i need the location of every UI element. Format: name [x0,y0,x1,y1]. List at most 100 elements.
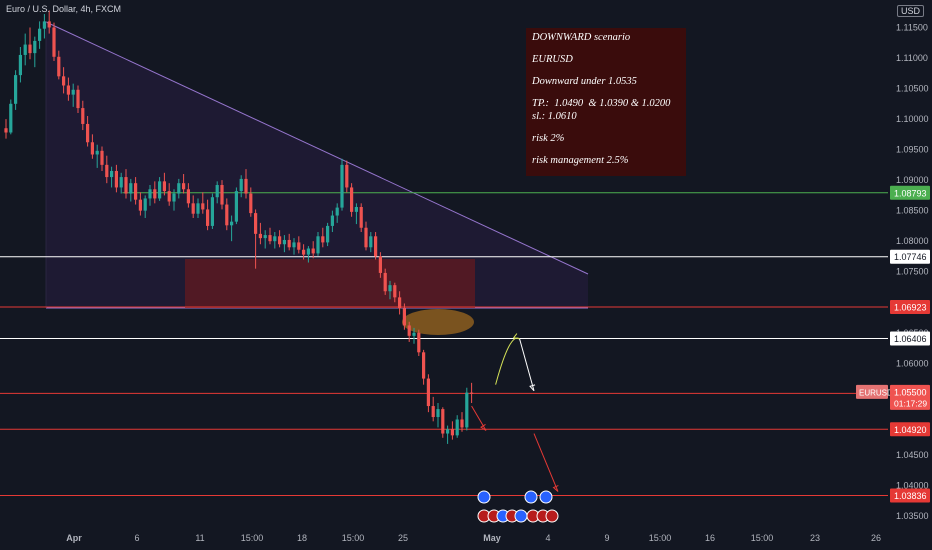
candle-body [134,183,138,200]
candle-body [172,193,176,202]
candle-body [57,56,61,77]
resistance-zone[interactable] [185,259,475,308]
arrow-head [512,333,520,340]
time-tick-label: 25 [398,533,408,543]
price-label-box [890,185,930,200]
scenario-arrow[interactable] [471,405,487,431]
candle-body [71,89,75,95]
candle-body [398,297,402,309]
candle-body [249,193,253,214]
candle-body [436,409,440,418]
symbol-tag-label: EURUSD [859,388,893,397]
candle-body [268,235,272,242]
price-tick-label: 1.11500 [896,22,928,32]
candle-body [177,183,181,194]
candle-body [14,75,18,104]
candle-body [393,285,397,298]
price-tick-label: 1.08500 [896,206,929,216]
candle-body [311,248,315,254]
time-tick-label: 11 [195,533,204,543]
candle-body [225,204,229,226]
price-label-text: 1.07746 [894,252,927,262]
event-icons[interactable] [477,490,559,523]
current-price-label: 1.05500 [894,387,927,397]
candle-body [407,325,411,336]
candle-body [234,191,238,222]
candle-body [364,227,368,248]
candle-body [244,178,248,194]
candle-body [81,108,85,124]
note-line: Downward under 1.0535 [532,76,637,87]
candle-body [450,429,454,436]
candles [4,10,474,444]
triangle-fill [46,22,588,308]
time-tick-label: Apr [66,533,82,543]
current-price-box [890,384,930,410]
candle-body [278,236,282,245]
candle-body [316,236,320,254]
candle-body [422,352,426,379]
price-label-text: 1.06923 [894,302,927,312]
price-label-text: 1.08793 [894,188,927,198]
scenario-arrow[interactable] [519,338,535,391]
candle-body [201,203,205,210]
candle-body [306,248,310,255]
candle-body [273,236,277,242]
note-line: EURUSD [532,54,573,65]
candle-body [62,76,66,86]
scenario-arrow[interactable] [495,337,520,385]
triangle-upper-line[interactable] [45,21,589,275]
price-axis[interactable]: 1.11500 1.11000 1.10500 1.10000 1.09500 1.090… [856,22,930,521]
note-line: risk 2% [532,133,565,144]
scenario-arrows [471,333,559,492]
candle-body [158,181,162,199]
note-line: risk management 2.5% [532,155,629,166]
candle-body [52,27,56,57]
scenario-note[interactable]: DOWNWARD scenario EURUSD Downward under … [526,28,686,176]
currency-button[interactable]: USD [896,5,924,17]
time-axis[interactable]: Apr 6 11 15:00 18 15:00 25 May 4 9 15:00 16 15:00 23 2… [66,533,881,543]
price-tick-label: 1.06000 [896,358,929,368]
price-tick-label: 1.07500 [896,267,929,277]
candle-body [230,221,234,226]
candle-body [162,181,166,192]
candle-body [297,242,301,250]
candle-body [86,123,90,143]
candle-body [186,189,190,204]
candle-body [470,392,474,394]
candle-body [263,235,267,239]
candle-body [378,256,382,273]
price-tick-label: 1.09000 [896,175,929,185]
price-tick-label: 1.11000 [896,53,928,63]
time-tick-label: 6 [134,533,139,543]
time-tick-label: 15:00 [649,533,672,543]
candle-body [388,285,392,292]
time-tick-label: 15:00 [751,533,774,543]
candle-body [369,236,373,248]
breakout-highlight[interactable] [402,309,474,335]
triangle-pattern [45,21,589,309]
price-tick-label: 1.04500 [896,450,929,460]
candle-body [167,191,171,202]
candle-body [412,332,416,336]
candle-body [431,406,435,418]
candle-body [330,215,334,226]
candle-body [215,185,219,198]
candle-body [206,209,210,226]
candle-body [47,21,51,28]
candle-body [383,272,387,292]
price-label-box [890,488,930,503]
candle-body [441,409,445,434]
time-tick-label: 15:00 [342,533,365,543]
candle-body [4,128,8,133]
candle-body [38,28,42,41]
note-line: sl.: 1.0610 [532,111,577,122]
price-tick-label: 1.08000 [896,236,929,246]
candle-body [191,203,195,214]
scenario-arrow[interactable] [533,433,559,492]
candle-body [110,170,114,178]
price-label-box [890,331,930,346]
candle-body [402,308,406,326]
price-tick-label: 1.10500 [896,84,929,94]
